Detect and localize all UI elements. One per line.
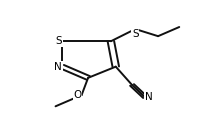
Text: S: S bbox=[55, 36, 62, 46]
Text: N: N bbox=[54, 62, 62, 72]
Text: N: N bbox=[145, 92, 153, 102]
Text: O: O bbox=[73, 90, 82, 100]
Text: S: S bbox=[132, 29, 139, 39]
